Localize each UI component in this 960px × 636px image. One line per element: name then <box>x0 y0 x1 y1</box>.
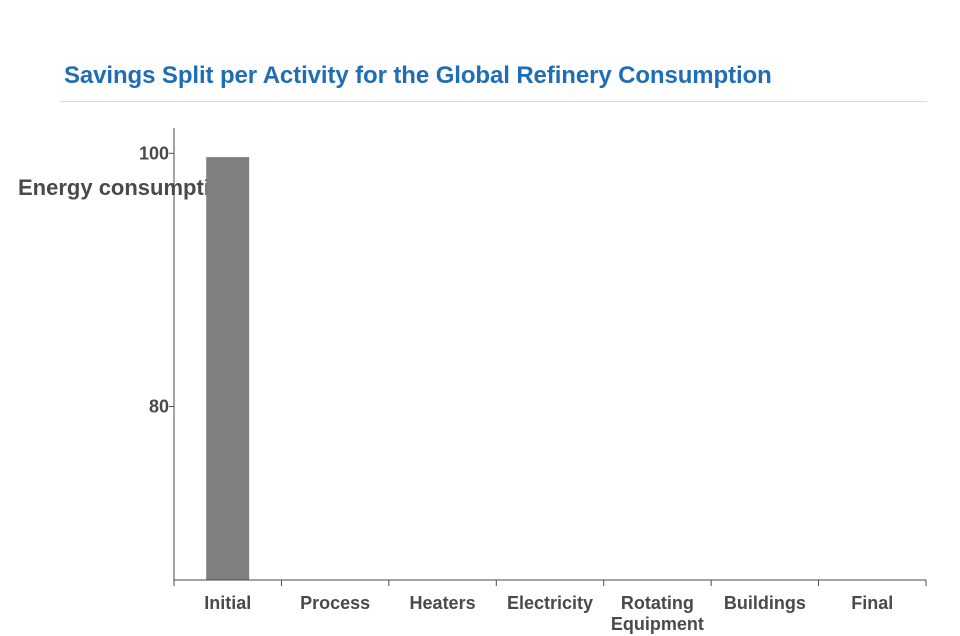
x-tick-label-heaters: Heaters <box>410 593 476 613</box>
x-tick-label-final: Final <box>851 593 893 613</box>
y-axis-label: Energy consumption <box>18 175 237 200</box>
x-tick-label-rotating-equipment: Rotating Equipment <box>611 593 704 634</box>
y-tick-label-80: 80 <box>149 397 169 417</box>
x-tick-label-buildings: Buildings <box>724 593 806 613</box>
x-tick-label-process: Process <box>300 593 370 613</box>
title-divider <box>60 101 927 102</box>
bar-initial <box>206 157 250 580</box>
y-tick-label-100: 100 <box>139 143 169 163</box>
x-tick-label-electricity: Electricity <box>507 593 593 613</box>
x-tick-label-initial: Initial <box>204 593 251 613</box>
chart-title: Savings Split per Activity for the Globa… <box>64 62 772 89</box>
